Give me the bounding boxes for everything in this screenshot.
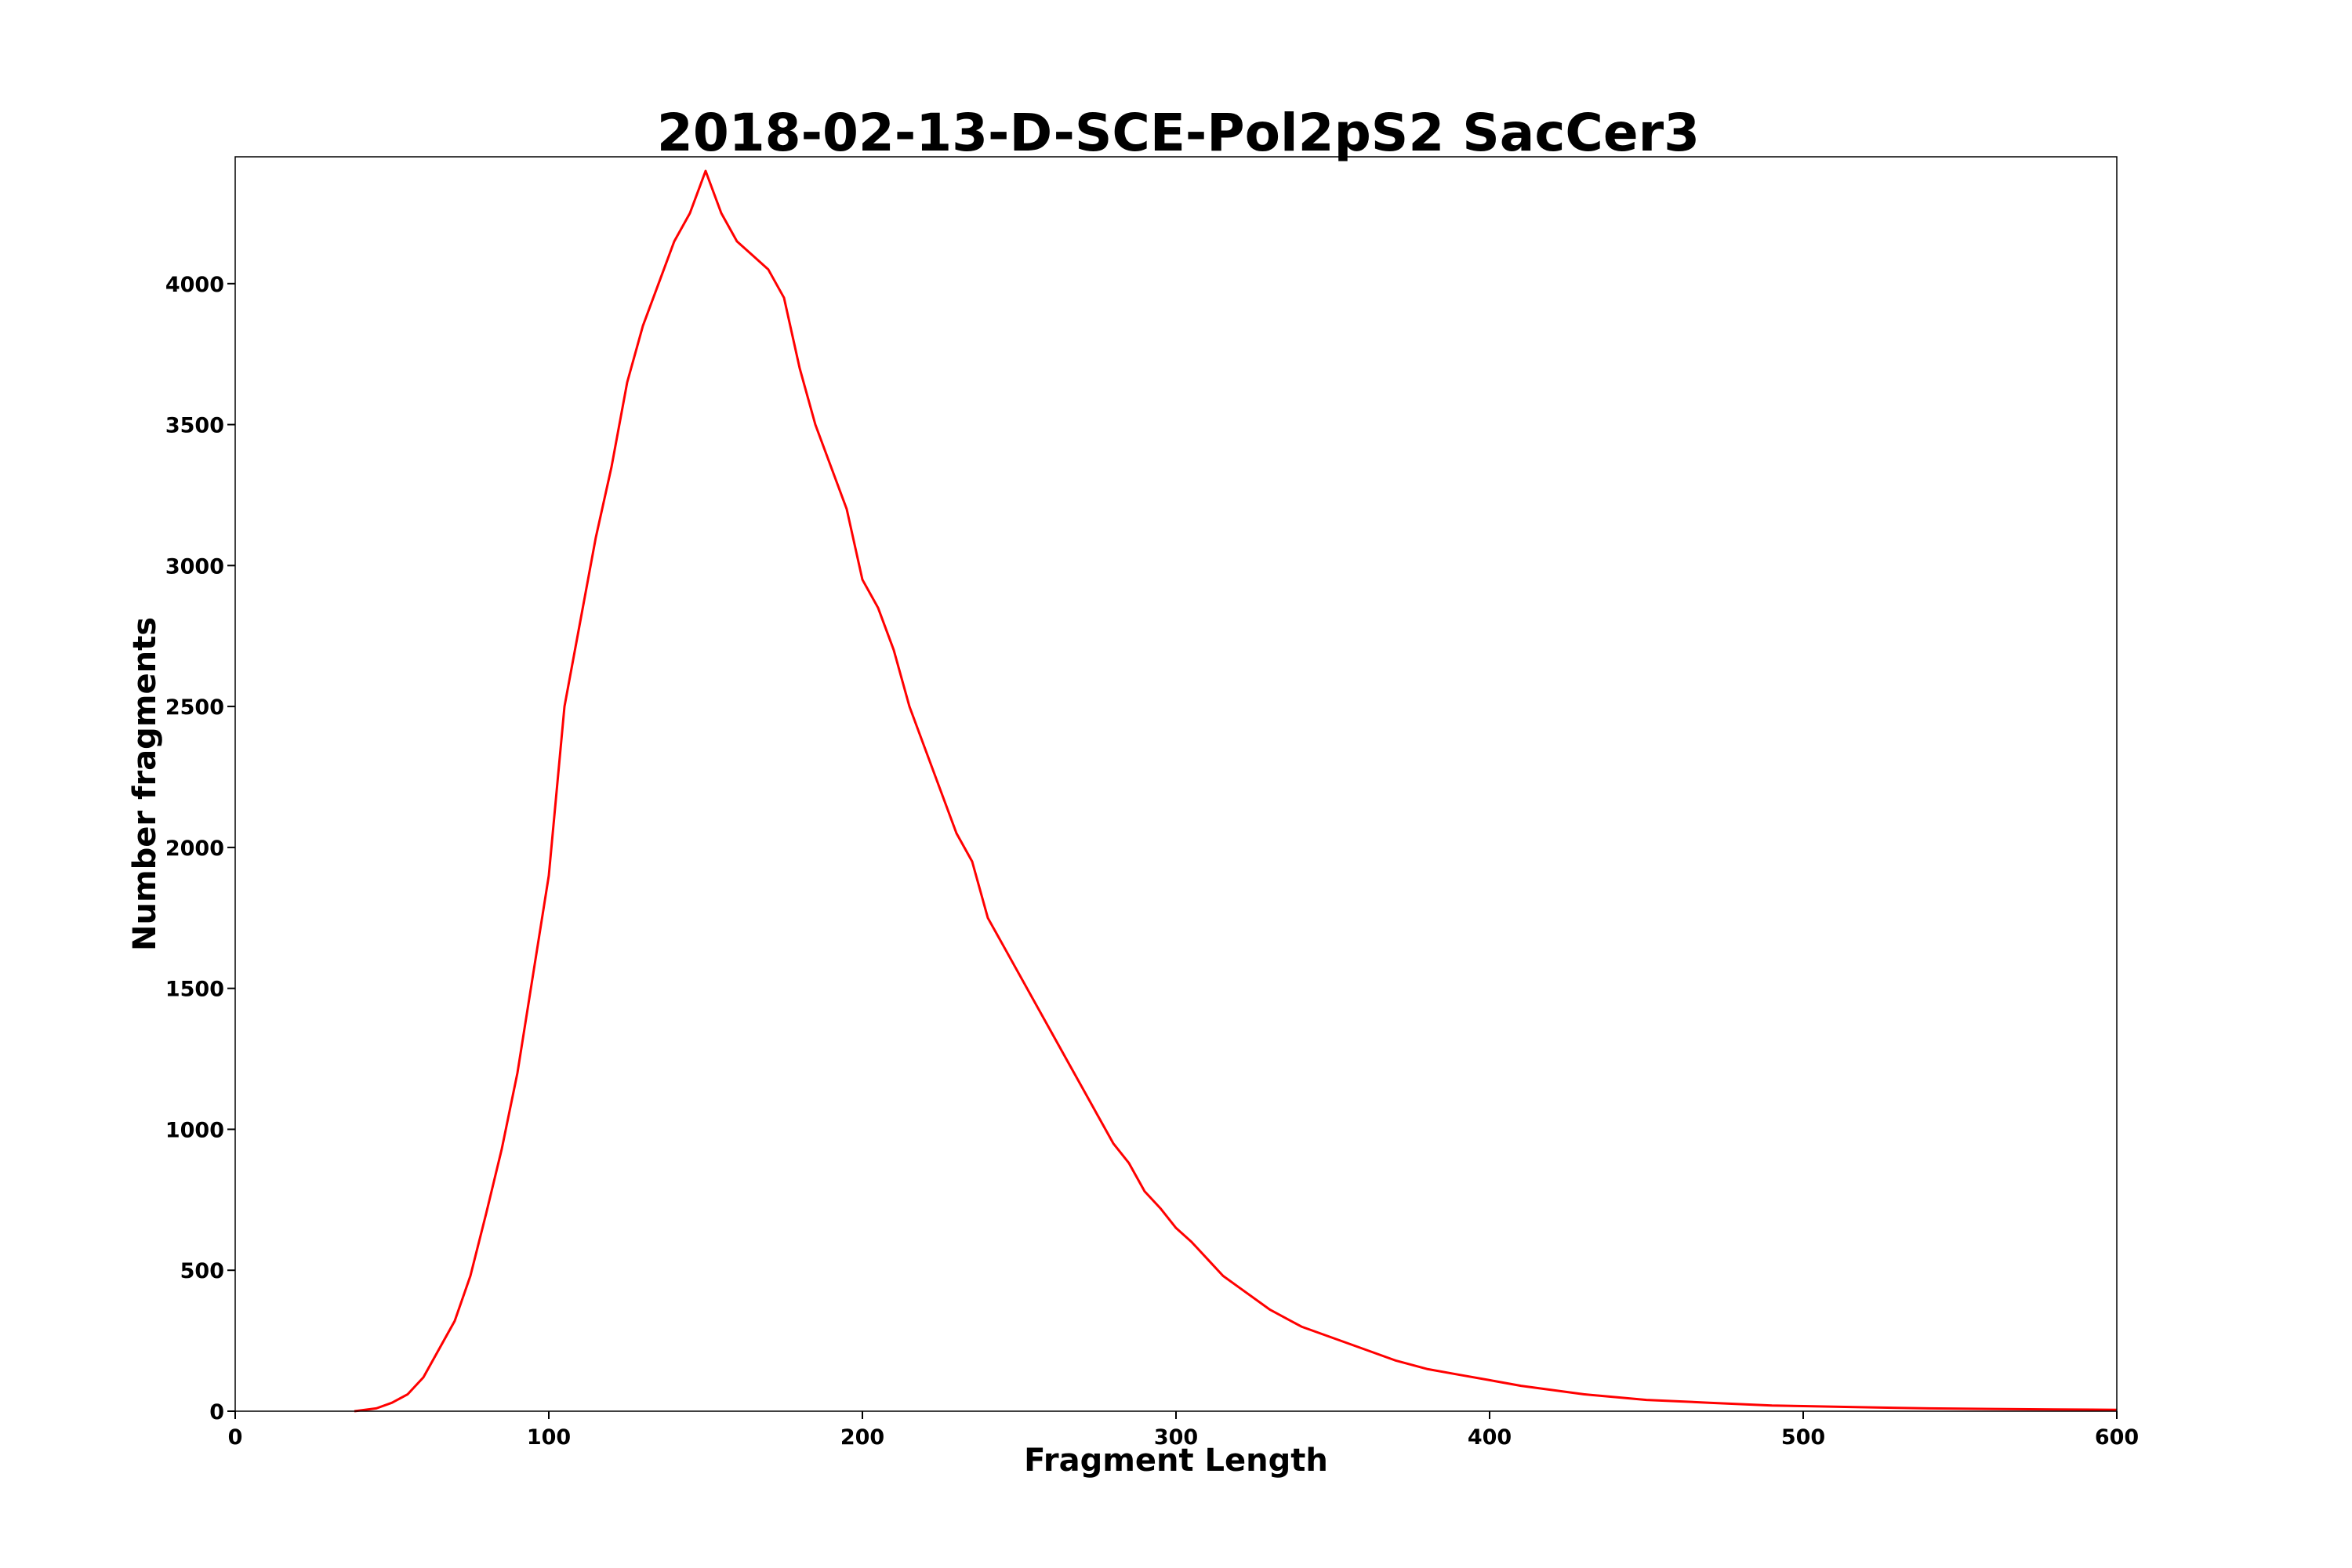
- series-layer: [354, 169, 2118, 1413]
- y-tick-label: 3500: [165, 414, 224, 438]
- x-tick-label: 0: [228, 1425, 243, 1450]
- y-tick-label: 0: [209, 1400, 224, 1425]
- plot-frame: [234, 156, 2118, 1412]
- y-tick-label: 3000: [165, 554, 224, 579]
- x-axis-label: Fragment Length: [1024, 1443, 1328, 1479]
- y-tick-label: 1000: [165, 1118, 224, 1142]
- x-tick-label: 600: [2095, 1425, 2139, 1450]
- x-tick-label: 200: [840, 1425, 884, 1450]
- y-tick-label: 2000: [165, 837, 224, 861]
- chart-title: 2018-02-13-D-SCE-Pol2pS2 SacCer3: [657, 103, 1700, 163]
- x-axis-ticks: 0 100 200 300 400 500 600: [228, 1411, 2139, 1450]
- y-axis-label: Number fragments: [127, 617, 163, 951]
- x-tick-label: 400: [1468, 1425, 1512, 1450]
- y-tick-label: 500: [180, 1259, 224, 1283]
- y-axis-ticks: 0 500 1000 1500 2000 2500 3000 3500 4000: [165, 273, 235, 1425]
- y-tick-label: 1500: [165, 978, 224, 1002]
- x-tick-label: 300: [1154, 1425, 1198, 1450]
- x-tick-label: 100: [527, 1425, 571, 1450]
- y-tick-label: 2500: [165, 695, 224, 720]
- series-line: [354, 169, 2118, 1413]
- y-tick-label: 4000: [165, 273, 224, 297]
- x-tick-label: 500: [1781, 1425, 1825, 1450]
